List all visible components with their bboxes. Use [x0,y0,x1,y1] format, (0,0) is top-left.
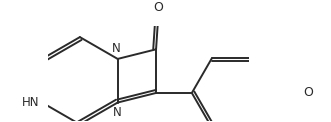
Text: N: N [112,42,121,55]
Text: O: O [153,0,163,14]
Text: N: N [113,106,121,119]
Text: O: O [303,86,313,99]
Text: HN: HN [22,96,39,109]
